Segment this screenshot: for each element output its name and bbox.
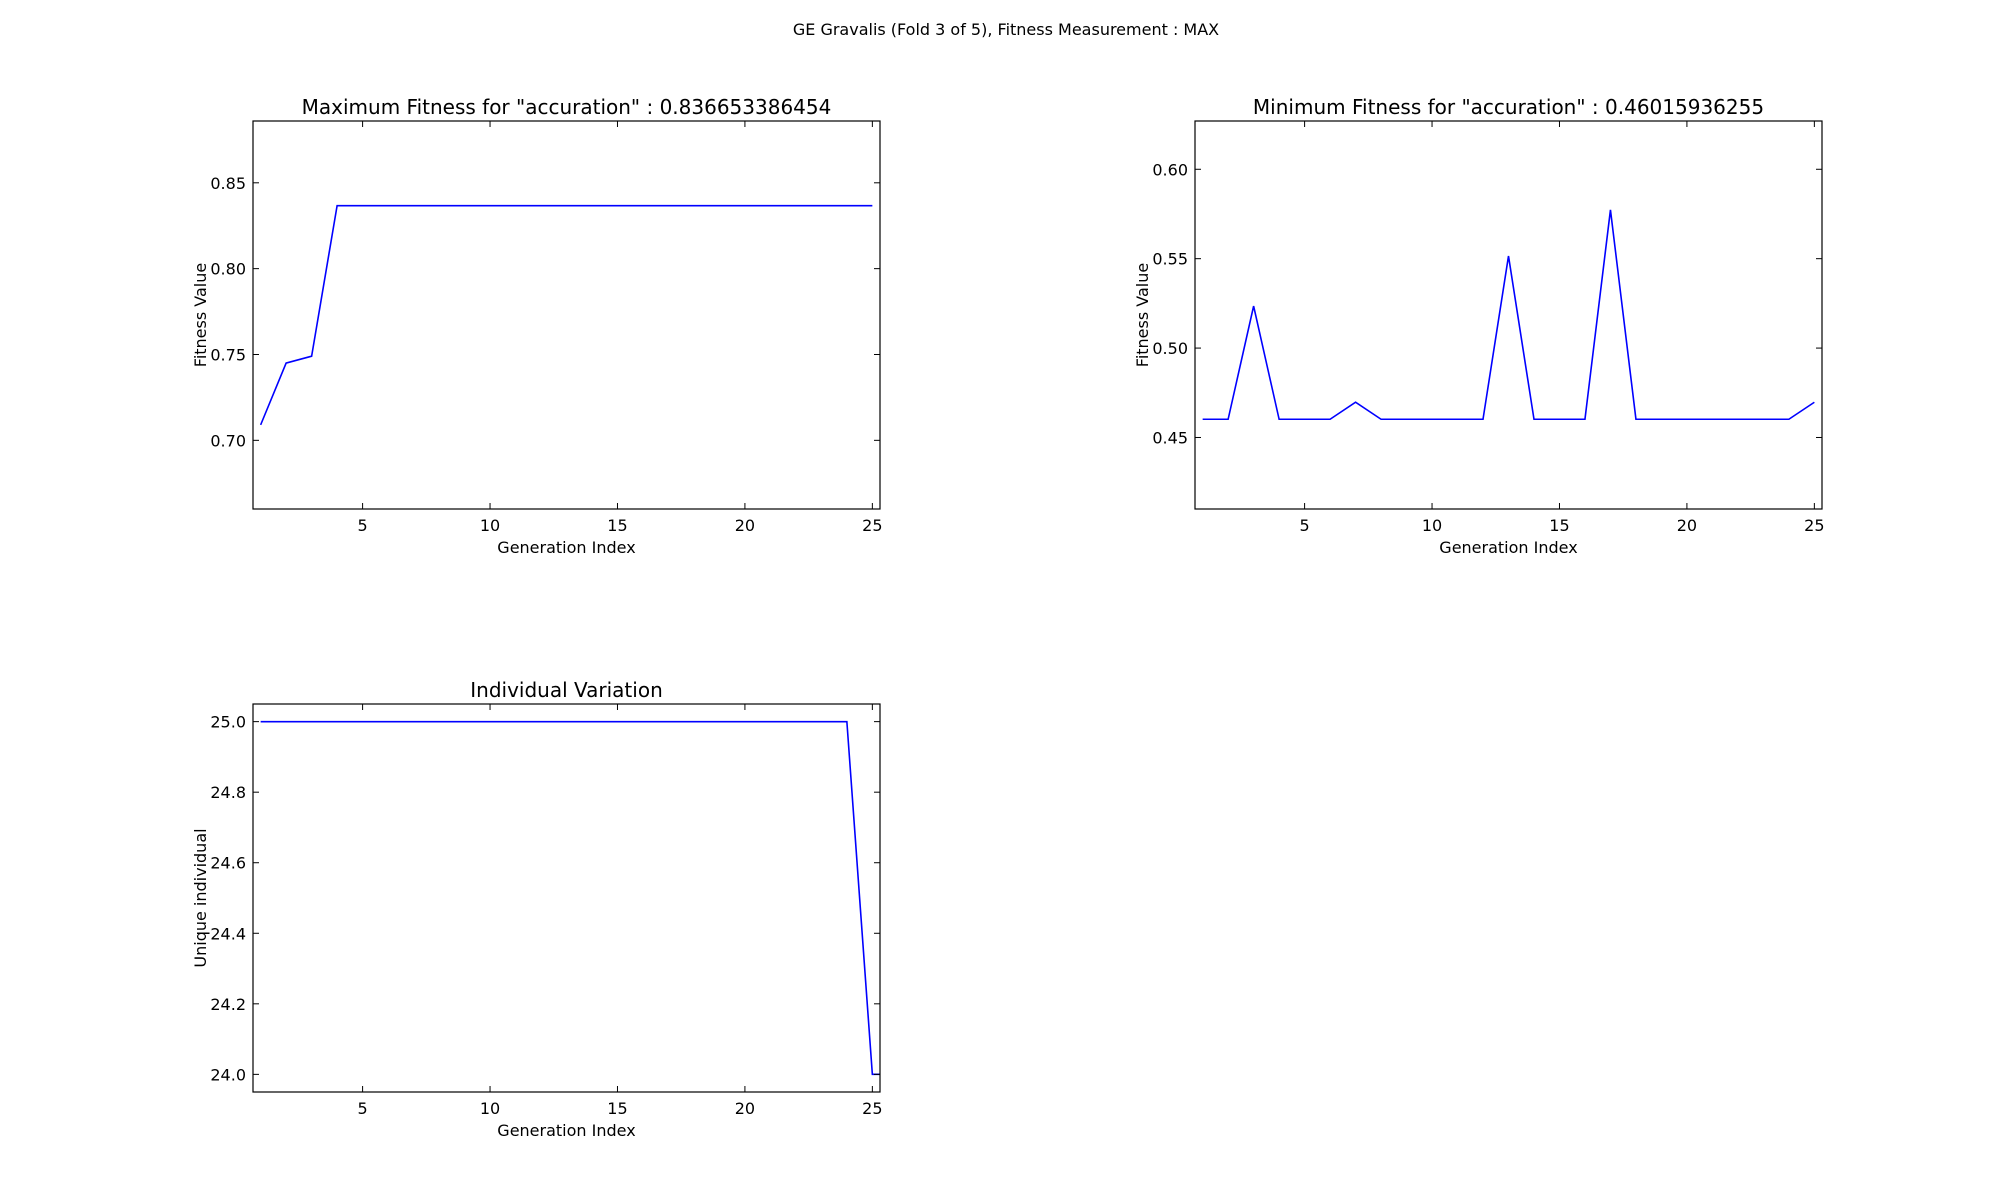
x-tick-label: 20: [735, 516, 755, 535]
y-tick-label: 0.80: [210, 260, 246, 279]
series-line: [260, 720, 880, 1076]
x-tick-label: 25: [862, 1099, 882, 1118]
chart-title: Individual Variation: [470, 678, 663, 702]
x-tick-label: 20: [735, 1099, 755, 1118]
y-axis-label: Fitness Value: [1133, 263, 1152, 367]
x-axis-label: Generation Index: [497, 1121, 635, 1140]
x-tick-label: 20: [1677, 516, 1697, 535]
y-tick-label: 24.8: [210, 783, 246, 802]
series-line: [259, 204, 873, 426]
x-axis-label: Generation Index: [1439, 538, 1577, 557]
y-tick-label: 24.2: [210, 995, 246, 1014]
figure-suptitle: GE Gravalis (Fold 3 of 5), Fitness Measu…: [793, 20, 1219, 39]
y-tick-label: 24.0: [210, 1065, 246, 1084]
y-axis-label: Fitness Value: [191, 263, 210, 367]
chart-max-fitness: Maximum Fitness for "accuration" : 0.836…: [191, 95, 883, 557]
axes-frame: [252, 120, 881, 510]
y-tick-label: 25.0: [210, 713, 246, 732]
y-tick-label: 0.60: [1152, 160, 1188, 179]
x-axis-label: Generation Index: [497, 538, 635, 557]
x-tick-label: 25: [862, 516, 882, 535]
x-tick-label: 15: [607, 516, 627, 535]
axes-frame: [252, 703, 881, 1093]
y-tick-label: 24.4: [210, 924, 246, 943]
x-tick-label: 10: [480, 1099, 500, 1118]
x-tick-label: 10: [1422, 516, 1442, 535]
x-tick-label: 5: [358, 1099, 368, 1118]
x-tick-label: 15: [1549, 516, 1569, 535]
chart-panels: Maximum Fitness for "accuration" : 0.836…: [191, 95, 1825, 1140]
x-tick-label: 5: [1300, 516, 1310, 535]
series-line: [1202, 209, 1815, 421]
x-tick-label: 15: [607, 1099, 627, 1118]
chart-individual-variation: Individual Variation 5 10 15 20 25 24.0 24.2 24.…: [191, 678, 883, 1140]
axes-frame: [1194, 120, 1823, 510]
chart-min-fitness: Minimum Fitness for "accuration" : 0.460…: [1133, 95, 1825, 557]
x-tick-label: 5: [358, 516, 368, 535]
x-tick-label: 25: [1804, 516, 1824, 535]
chart-title: Maximum Fitness for "accuration" : 0.836…: [302, 95, 832, 119]
y-tick-label: 0.50: [1152, 339, 1188, 358]
chart-title: Minimum Fitness for "accuration" : 0.460…: [1253, 95, 1764, 119]
x-tick-label: 10: [480, 516, 500, 535]
y-axis-label: Unique individual: [191, 828, 210, 967]
y-tick-label: 0.45: [1152, 428, 1188, 447]
y-tick-label: 0.70: [210, 431, 246, 450]
y-tick-label: 0.55: [1152, 250, 1188, 269]
y-tick-label: 0.85: [210, 174, 246, 193]
y-tick-label: 24.6: [210, 854, 246, 873]
y-tick-label: 0.75: [210, 345, 246, 364]
